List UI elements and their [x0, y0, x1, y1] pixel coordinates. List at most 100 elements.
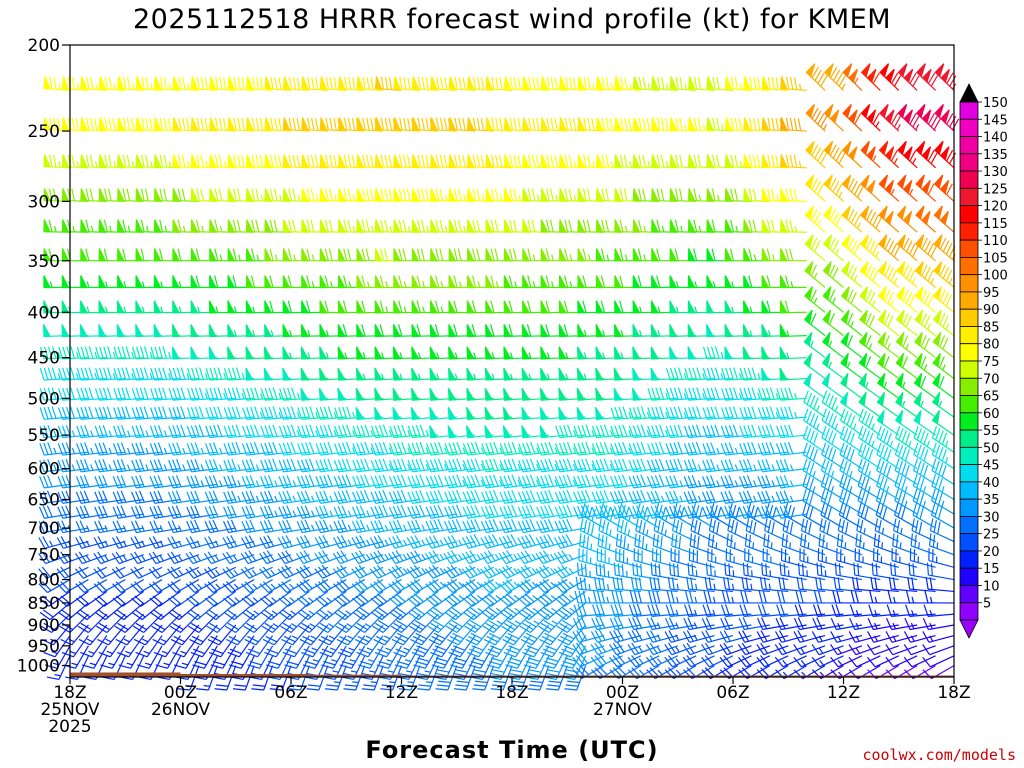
wind-barb [447, 624, 476, 646]
wind-barb [116, 635, 145, 658]
wind-barb [830, 644, 863, 656]
wind-barb [555, 602, 587, 621]
wind-barb [894, 503, 918, 529]
wind-barb [207, 624, 237, 646]
wind-barb [407, 504, 439, 519]
wind-barb [612, 576, 641, 593]
wind-barb [894, 458, 918, 485]
wind-barb [780, 117, 807, 132]
wind-barb [757, 617, 789, 631]
wind-barb [842, 63, 863, 91]
wind-barb [75, 520, 107, 534]
wind-barb [435, 665, 458, 691]
wind-barb [554, 504, 586, 519]
wind-barb [894, 488, 918, 515]
colorbar-label: 90 [983, 303, 1000, 318]
wind-barb [686, 576, 715, 593]
wind-barb [94, 520, 126, 534]
wind-barb [646, 630, 678, 643]
wind-barb [444, 504, 476, 519]
wind-barb [499, 489, 531, 504]
wind-barb [738, 617, 770, 631]
wind-barb [56, 536, 89, 549]
wind-barb [222, 566, 255, 579]
wind-barb [137, 645, 163, 669]
wind-barb [354, 624, 384, 646]
wind-barb [130, 536, 163, 549]
wind-barb [922, 644, 955, 656]
wind-barb [591, 458, 623, 473]
wind-barb [288, 665, 310, 691]
wind-barb [756, 630, 789, 643]
wind-barb [822, 234, 844, 262]
wind-barb [924, 590, 954, 604]
wind-barb [860, 104, 881, 132]
wind-barb [135, 635, 163, 658]
wind-barb [682, 642, 715, 656]
colorbar-label: 100 [983, 269, 1008, 284]
wind-barb [931, 425, 955, 453]
wind-barb [98, 635, 126, 658]
colorbar-label: 120 [983, 200, 1008, 215]
wind-barb [759, 576, 789, 593]
wind-barb [376, 645, 403, 669]
wind-barb [204, 505, 236, 519]
colorbar-label: 15 [983, 562, 1000, 577]
wind-barb [683, 617, 715, 631]
wind-barb [527, 665, 550, 691]
wind-barb [932, 309, 955, 337]
colorbar-bin [959, 446, 979, 466]
wind-barb [669, 562, 697, 581]
wind-barb [800, 518, 826, 543]
wind-barb [885, 655, 918, 668]
wind-barb [897, 63, 920, 91]
colorbar-bin [959, 360, 979, 379]
wind-barb [241, 490, 273, 504]
wind-barb [738, 505, 770, 519]
wind-barb [875, 488, 900, 515]
wind-barb [811, 631, 844, 643]
colorbar-label: 40 [983, 476, 1000, 491]
wind-barb [702, 604, 734, 617]
wind-barb [903, 631, 936, 643]
wind-barb [318, 624, 347, 646]
colorbar-label: 30 [983, 510, 1000, 525]
wind-barb [738, 490, 770, 504]
wind-barb [465, 624, 495, 646]
wind-barb [879, 104, 902, 132]
wind-barb [628, 458, 660, 473]
wind-barb [222, 579, 255, 594]
wind-barb [185, 536, 218, 549]
wind-barb [708, 518, 734, 543]
wind-barb [860, 63, 881, 91]
wind-barb [542, 645, 568, 669]
wind-barb [833, 576, 862, 593]
wind-barb [932, 286, 955, 313]
wind-barb [299, 624, 329, 646]
wind-barb [839, 473, 863, 501]
colorbar-label: 110 [983, 234, 1008, 249]
wind-barb [804, 174, 826, 202]
wind-barb [425, 535, 457, 549]
wind-barb [425, 504, 457, 519]
wind-barb [840, 353, 863, 380]
wind-barb [727, 518, 752, 543]
wind-barb [683, 490, 715, 504]
wind-barb [665, 458, 697, 473]
wind-barb [131, 424, 163, 439]
wind-barb [450, 645, 476, 669]
wind-barb [805, 140, 828, 169]
wind-barb [224, 613, 255, 634]
wind-barb [928, 548, 955, 568]
wind-barb [876, 372, 900, 399]
wind-barb [793, 617, 826, 631]
wind-barb [351, 535, 384, 549]
wind-barb [241, 505, 273, 519]
wind-barb [535, 534, 568, 549]
wind-barb [481, 441, 513, 456]
wind-barb [690, 518, 715, 543]
wind-barb [664, 655, 697, 668]
colorbar-bin [959, 136, 979, 155]
